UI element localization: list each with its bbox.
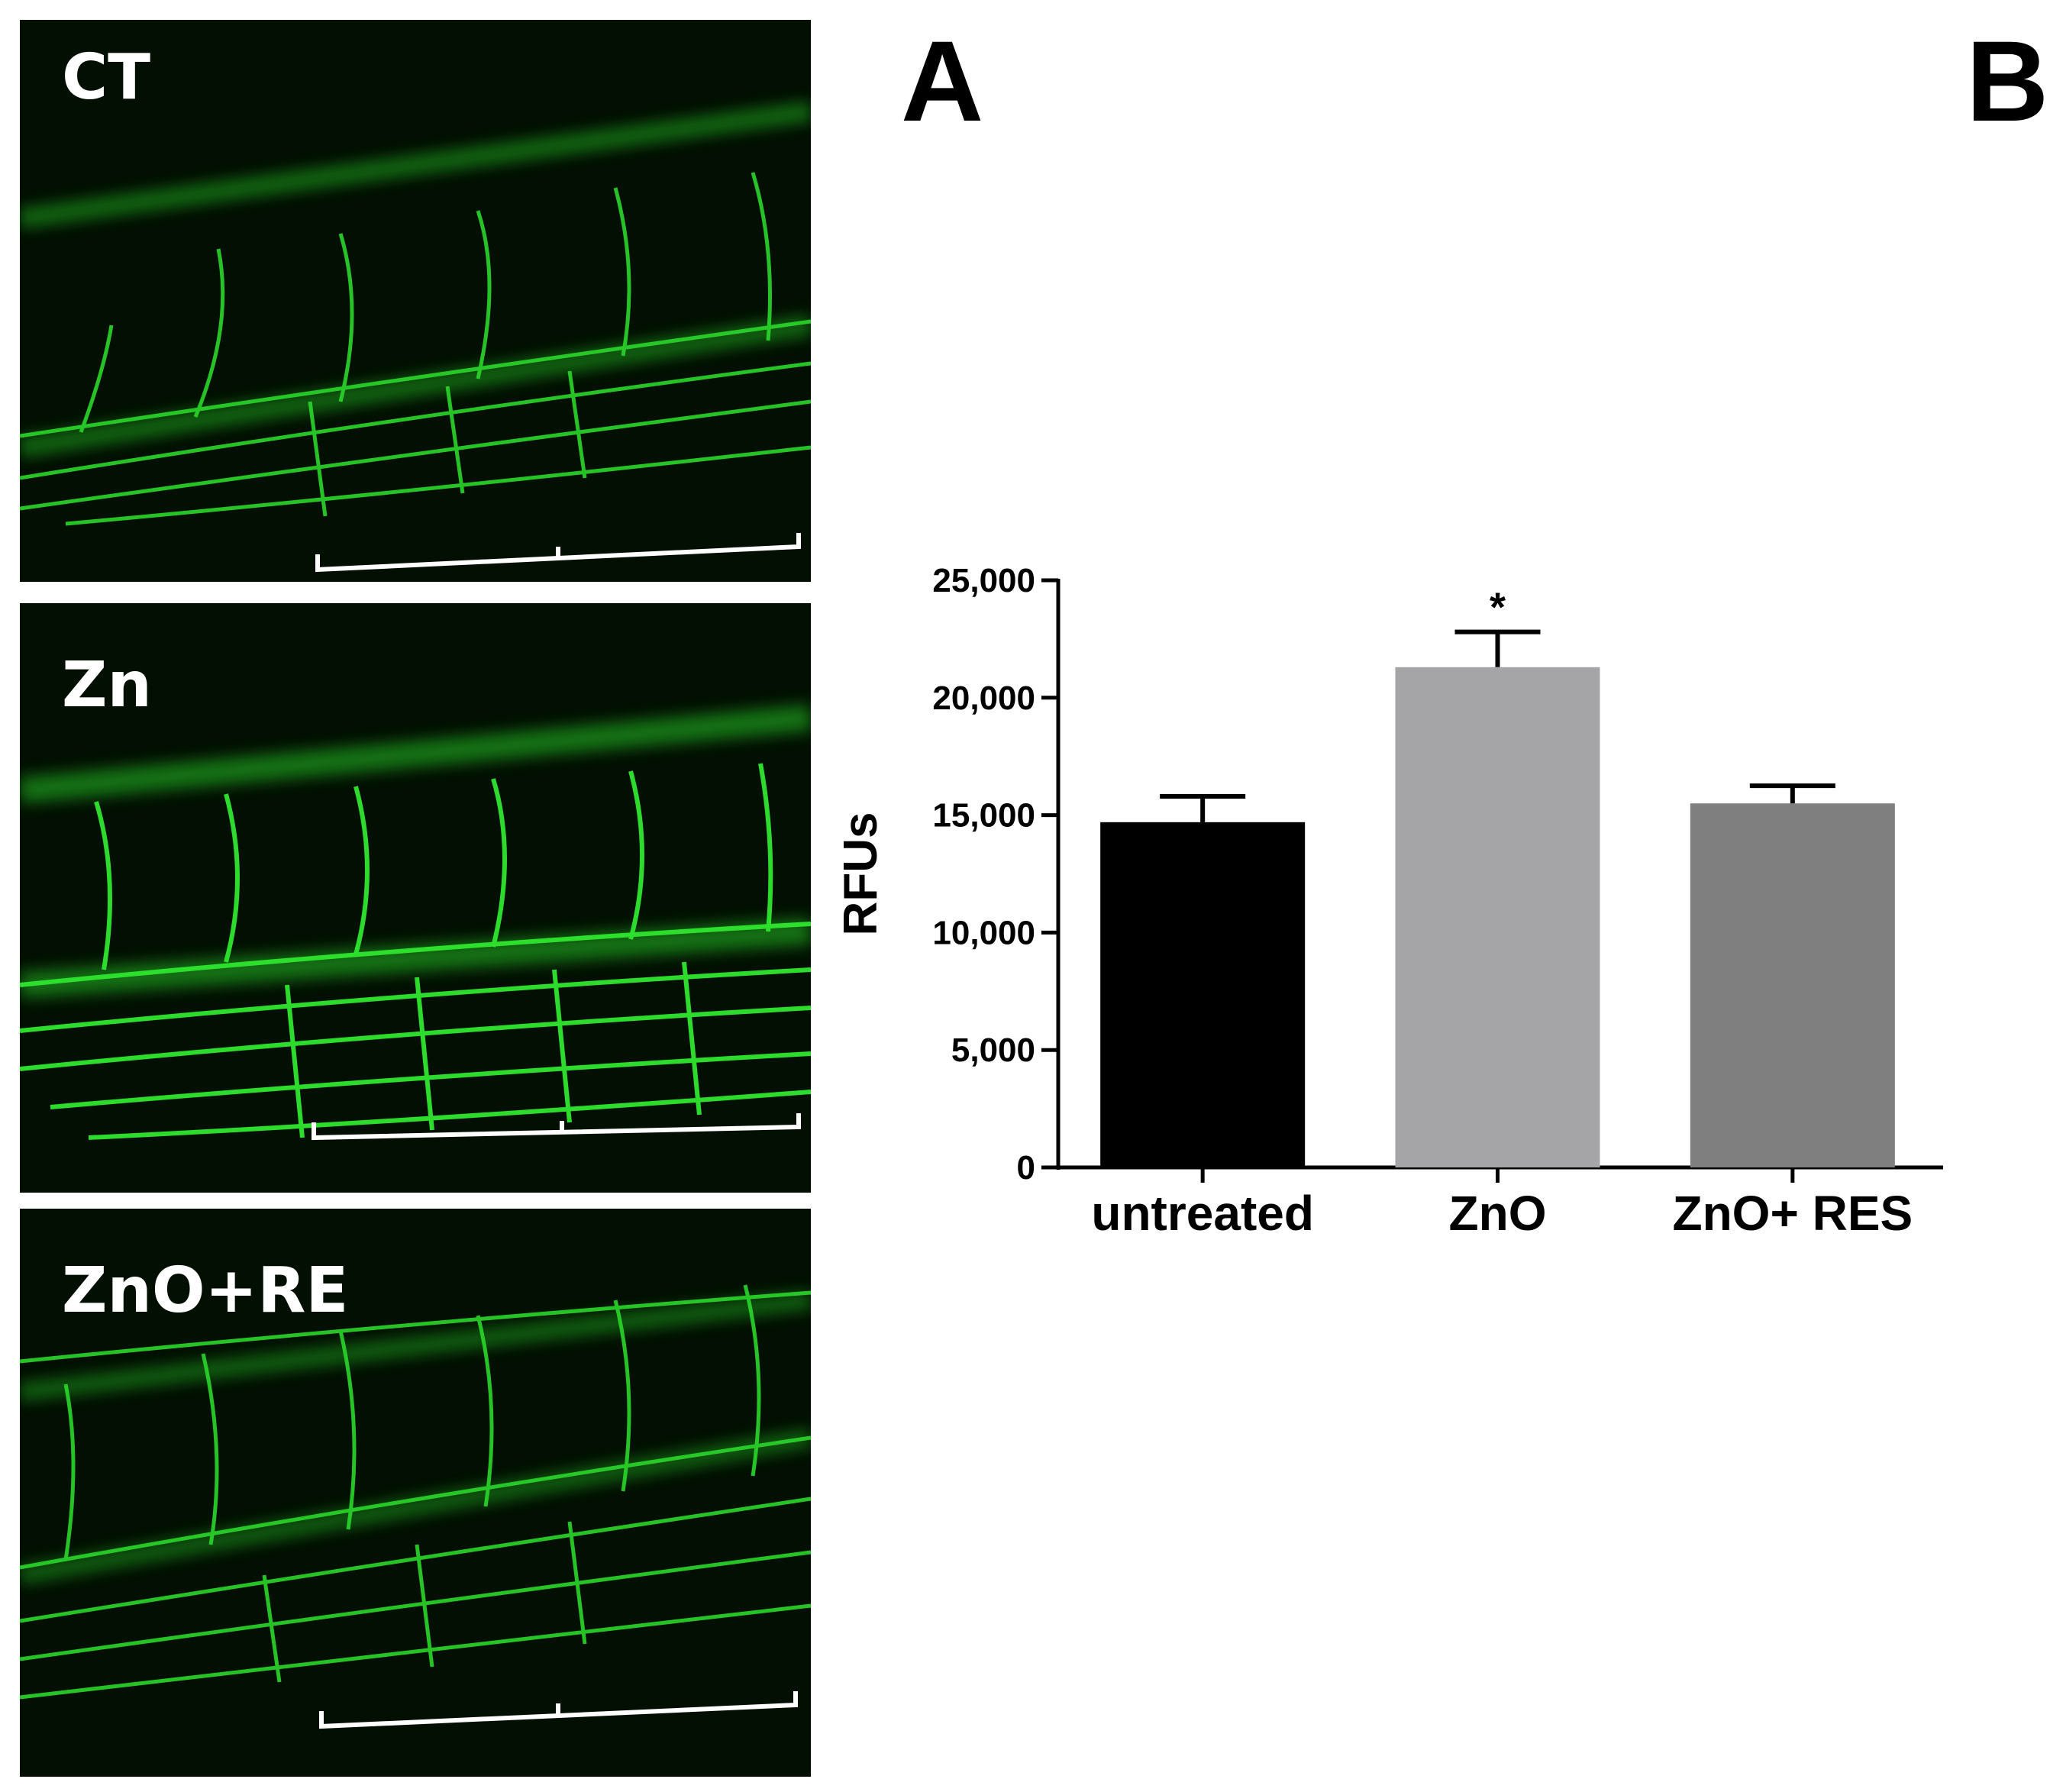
micrograph-ct: CT — [20, 20, 811, 582]
scale-bracket — [312, 1113, 801, 1141]
y-axis-label: RFUs — [835, 812, 887, 936]
y-tick-label: 15,000 — [932, 797, 1035, 835]
micrograph-zn-vessels — [20, 705, 811, 1141]
panel-a-label: A — [901, 17, 984, 145]
y-tick-label: 10,000 — [932, 914, 1035, 951]
micrograph-label-ct: CT — [62, 41, 151, 114]
y-tick-label: 25,000 — [932, 562, 1035, 599]
significance-marker: * — [1490, 585, 1506, 631]
bar-zno — [1395, 667, 1600, 1167]
panel-b-label: B — [1966, 17, 2049, 145]
micrograph-label-zn: Zn — [62, 649, 152, 722]
x-tick-label: ZnO+ RES — [1672, 1186, 1913, 1241]
micrograph-label-zno-re: ZnO+RE — [62, 1254, 349, 1327]
y-tick-label: 20,000 — [932, 680, 1035, 717]
y-tick-label: 0 — [1017, 1149, 1035, 1187]
x-tick-label: ZnO — [1449, 1186, 1547, 1241]
micrograph-zn: Zn — [20, 603, 811, 1193]
chart-plot-area: 0 5,000 10,000 15,000 20,000 25,000 RFUs untrea… — [835, 562, 1943, 1241]
bar-chart: 0 5,000 10,000 15,000 20,000 25,000 RFUs untrea… — [835, 562, 1943, 1241]
micrograph-ct-vessels — [20, 101, 811, 573]
y-tick-label: 5,000 — [951, 1032, 1035, 1069]
x-tick-label: untreated — [1091, 1186, 1314, 1241]
bar-untreated — [1100, 822, 1306, 1167]
micrograph-zno-re: ZnO+RE — [20, 1209, 811, 1777]
micrograph-zno-re-vessels — [20, 1284, 811, 1729]
bar-zno-res — [1690, 803, 1895, 1167]
